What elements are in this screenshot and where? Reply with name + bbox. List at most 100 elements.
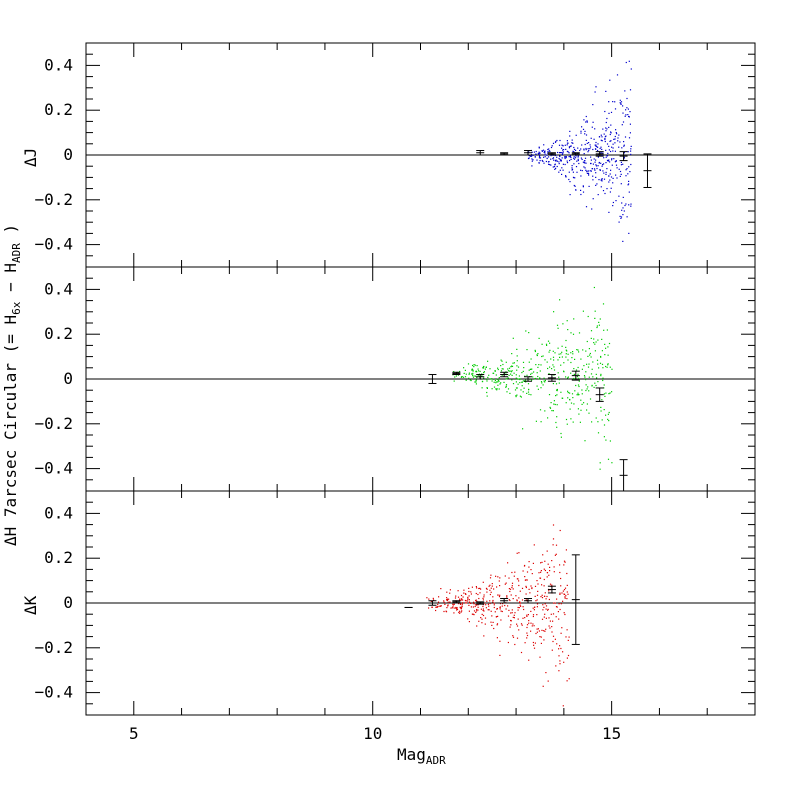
scatter-point	[571, 139, 573, 141]
scatter-point	[514, 389, 517, 391]
scatter-point	[623, 145, 625, 147]
scatter-point	[597, 156, 599, 158]
scatter-point	[605, 156, 607, 158]
scatter-point	[587, 366, 590, 368]
scatter-point	[560, 364, 562, 366]
scatter-point	[599, 362, 602, 364]
scatter-point	[478, 587, 480, 590]
scatter-point	[475, 604, 477, 606]
scatter-point	[608, 411, 610, 414]
scatter-point	[563, 370, 565, 372]
y-tick-label: 0.4	[44, 279, 73, 298]
scatter-point	[612, 101, 614, 103]
scatter-point	[498, 596, 501, 598]
scatter-point	[576, 376, 578, 378]
scatter-point	[447, 604, 449, 606]
scatter-point	[544, 156, 546, 158]
scatter-point	[450, 607, 452, 609]
scatter-point	[564, 613, 566, 616]
scatter-point	[559, 593, 561, 595]
scatter-point	[615, 164, 618, 166]
scatter-point	[603, 172, 605, 174]
scatter-point	[566, 423, 568, 425]
scatter-point	[543, 380, 545, 382]
scatter-point	[618, 168, 620, 170]
scatter-point	[500, 359, 502, 361]
scatter-point	[604, 343, 606, 345]
scatter-point	[607, 364, 609, 366]
scatter-point	[538, 157, 541, 159]
scatter-point	[609, 140, 611, 142]
scatter-point	[538, 364, 540, 366]
scatter-point	[544, 603, 546, 605]
scatter-point	[611, 462, 613, 464]
scatter-point	[588, 390, 590, 392]
scatter-point	[580, 189, 582, 191]
scatter-point	[581, 158, 583, 160]
scatter-point	[489, 368, 491, 370]
scatter-point	[552, 158, 554, 160]
scatter-point	[555, 383, 558, 385]
scatter-point	[476, 608, 478, 611]
error-bar	[524, 150, 533, 156]
scatter-point	[564, 597, 566, 599]
scatter-point	[560, 577, 562, 580]
scatter-point	[497, 576, 499, 578]
scatter-point	[628, 204, 630, 206]
scatter-point	[539, 157, 542, 159]
scatter-point	[522, 606, 524, 608]
scatter-point	[594, 161, 596, 163]
scatter-point	[473, 366, 475, 368]
scatter-point	[542, 685, 544, 687]
scatter-point	[556, 388, 558, 391]
scatter-point	[456, 607, 458, 609]
scatter-point	[475, 592, 477, 595]
scatter-point	[580, 157, 582, 159]
scatter-point	[552, 364, 554, 366]
scatter-point	[506, 391, 508, 393]
error-bar	[571, 554, 580, 645]
scatter-point	[551, 626, 553, 628]
scatter-point	[536, 594, 539, 596]
scatter-point	[576, 394, 578, 396]
scatter-point	[532, 562, 534, 564]
scatter-point	[558, 382, 560, 384]
scatter-point	[579, 421, 581, 423]
scatter-point	[475, 383, 477, 385]
scatter-point	[606, 155, 609, 157]
scatter-point	[614, 108, 617, 110]
scatter-point	[536, 631, 538, 633]
scatter-point	[572, 421, 574, 423]
scatter-point	[589, 398, 592, 400]
scatter-point	[596, 359, 599, 361]
scatter-point	[556, 390, 558, 392]
scatter-point	[610, 131, 612, 133]
scatter-point	[563, 560, 566, 562]
scatter-point	[530, 368, 532, 370]
scatter-point	[554, 554, 556, 556]
scatter-point	[501, 374, 503, 376]
scatter-point	[528, 332, 530, 334]
scatter-point	[455, 375, 457, 377]
scatter-point	[537, 366, 539, 368]
scatter-point	[552, 538, 555, 540]
scatter-point	[566, 629, 568, 631]
scatter-point	[621, 124, 623, 126]
scatter-point	[518, 584, 520, 587]
scatter-point	[490, 587, 492, 589]
scatter-point	[507, 377, 509, 379]
scatter-point	[568, 171, 570, 173]
scatter-point	[537, 388, 539, 390]
scatter-point	[611, 164, 613, 166]
scatter-point	[594, 310, 596, 312]
scatter-point	[552, 142, 555, 144]
scatter-point	[602, 170, 604, 172]
scatter-point	[606, 168, 608, 170]
scatter-point	[606, 128, 608, 130]
scatter-point	[564, 156, 566, 158]
scatter-point	[503, 381, 505, 383]
scatter-point	[553, 566, 555, 568]
scatter-point	[462, 599, 464, 601]
scatter-point	[507, 370, 510, 372]
scatter-point	[458, 599, 461, 601]
